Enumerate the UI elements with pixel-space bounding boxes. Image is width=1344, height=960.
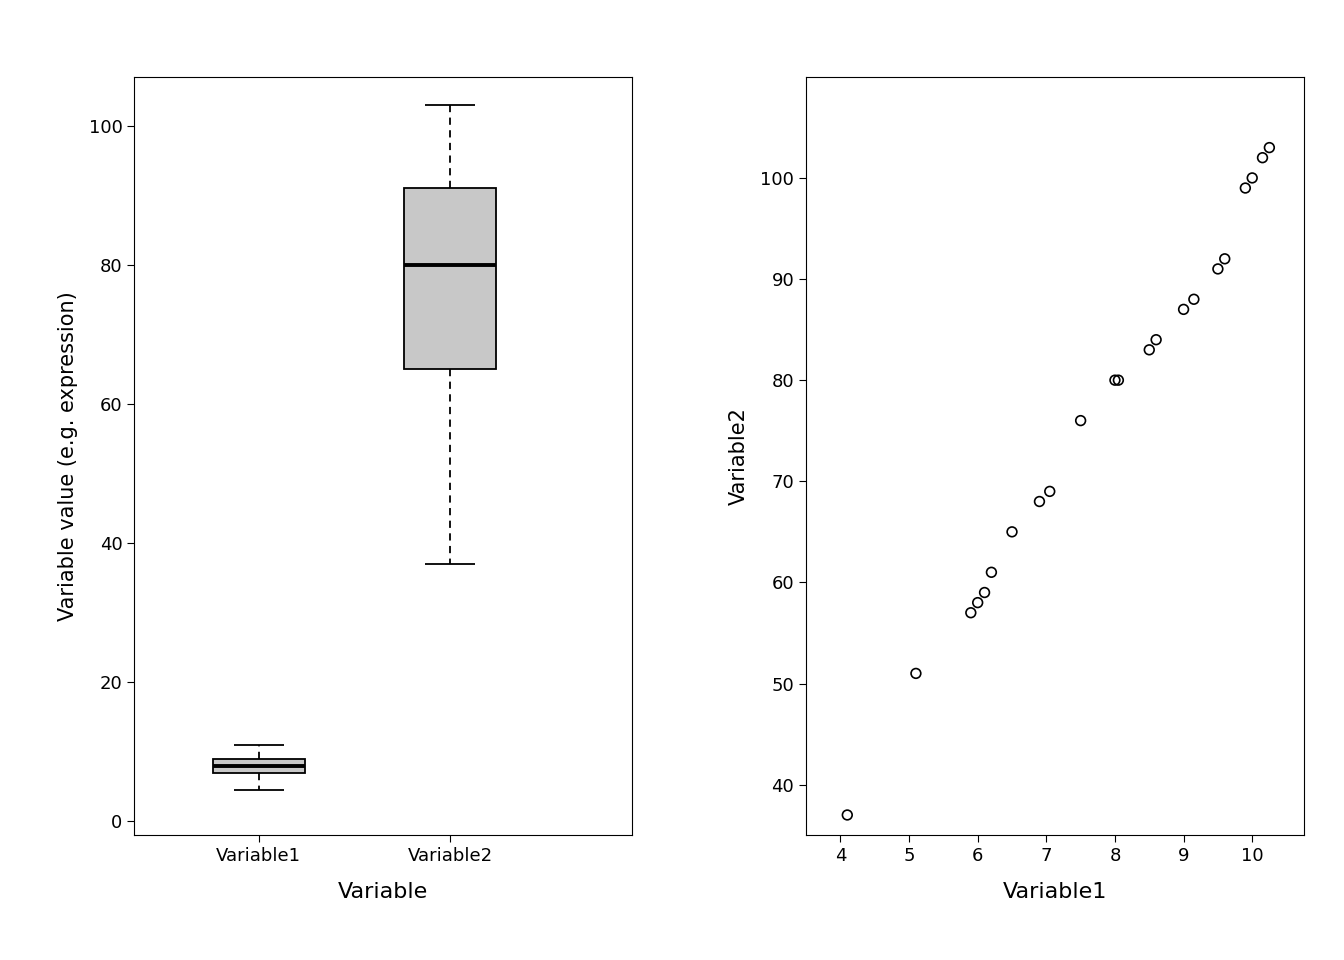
Point (1105, 372, 1126, 388)
Y-axis label: Variable2: Variable2 (730, 407, 750, 505)
Point (1183, 292, 1204, 307)
Point (1214, 252, 1235, 267)
Point (974, 585, 996, 600)
Point (1173, 301, 1195, 317)
Point (1001, 524, 1023, 540)
Point (1138, 342, 1160, 357)
Bar (405, 188, 496, 369)
Point (1145, 332, 1167, 348)
Point (960, 605, 981, 620)
Point (1070, 413, 1091, 428)
Point (1028, 493, 1050, 509)
Y-axis label: Variable value (e.g. expression): Variable value (e.g. expression) (58, 291, 78, 621)
Point (1258, 140, 1279, 156)
Point (1107, 372, 1129, 388)
Point (1235, 180, 1257, 196)
Point (1039, 484, 1060, 499)
Point (966, 595, 988, 611)
Point (905, 665, 926, 681)
Point (1242, 170, 1263, 185)
Bar (212, 758, 305, 773)
Point (836, 807, 857, 823)
X-axis label: Variable: Variable (339, 881, 429, 901)
Point (981, 564, 1003, 580)
Point (1251, 150, 1273, 165)
X-axis label: Variable1: Variable1 (1003, 881, 1107, 901)
Point (1207, 261, 1228, 276)
